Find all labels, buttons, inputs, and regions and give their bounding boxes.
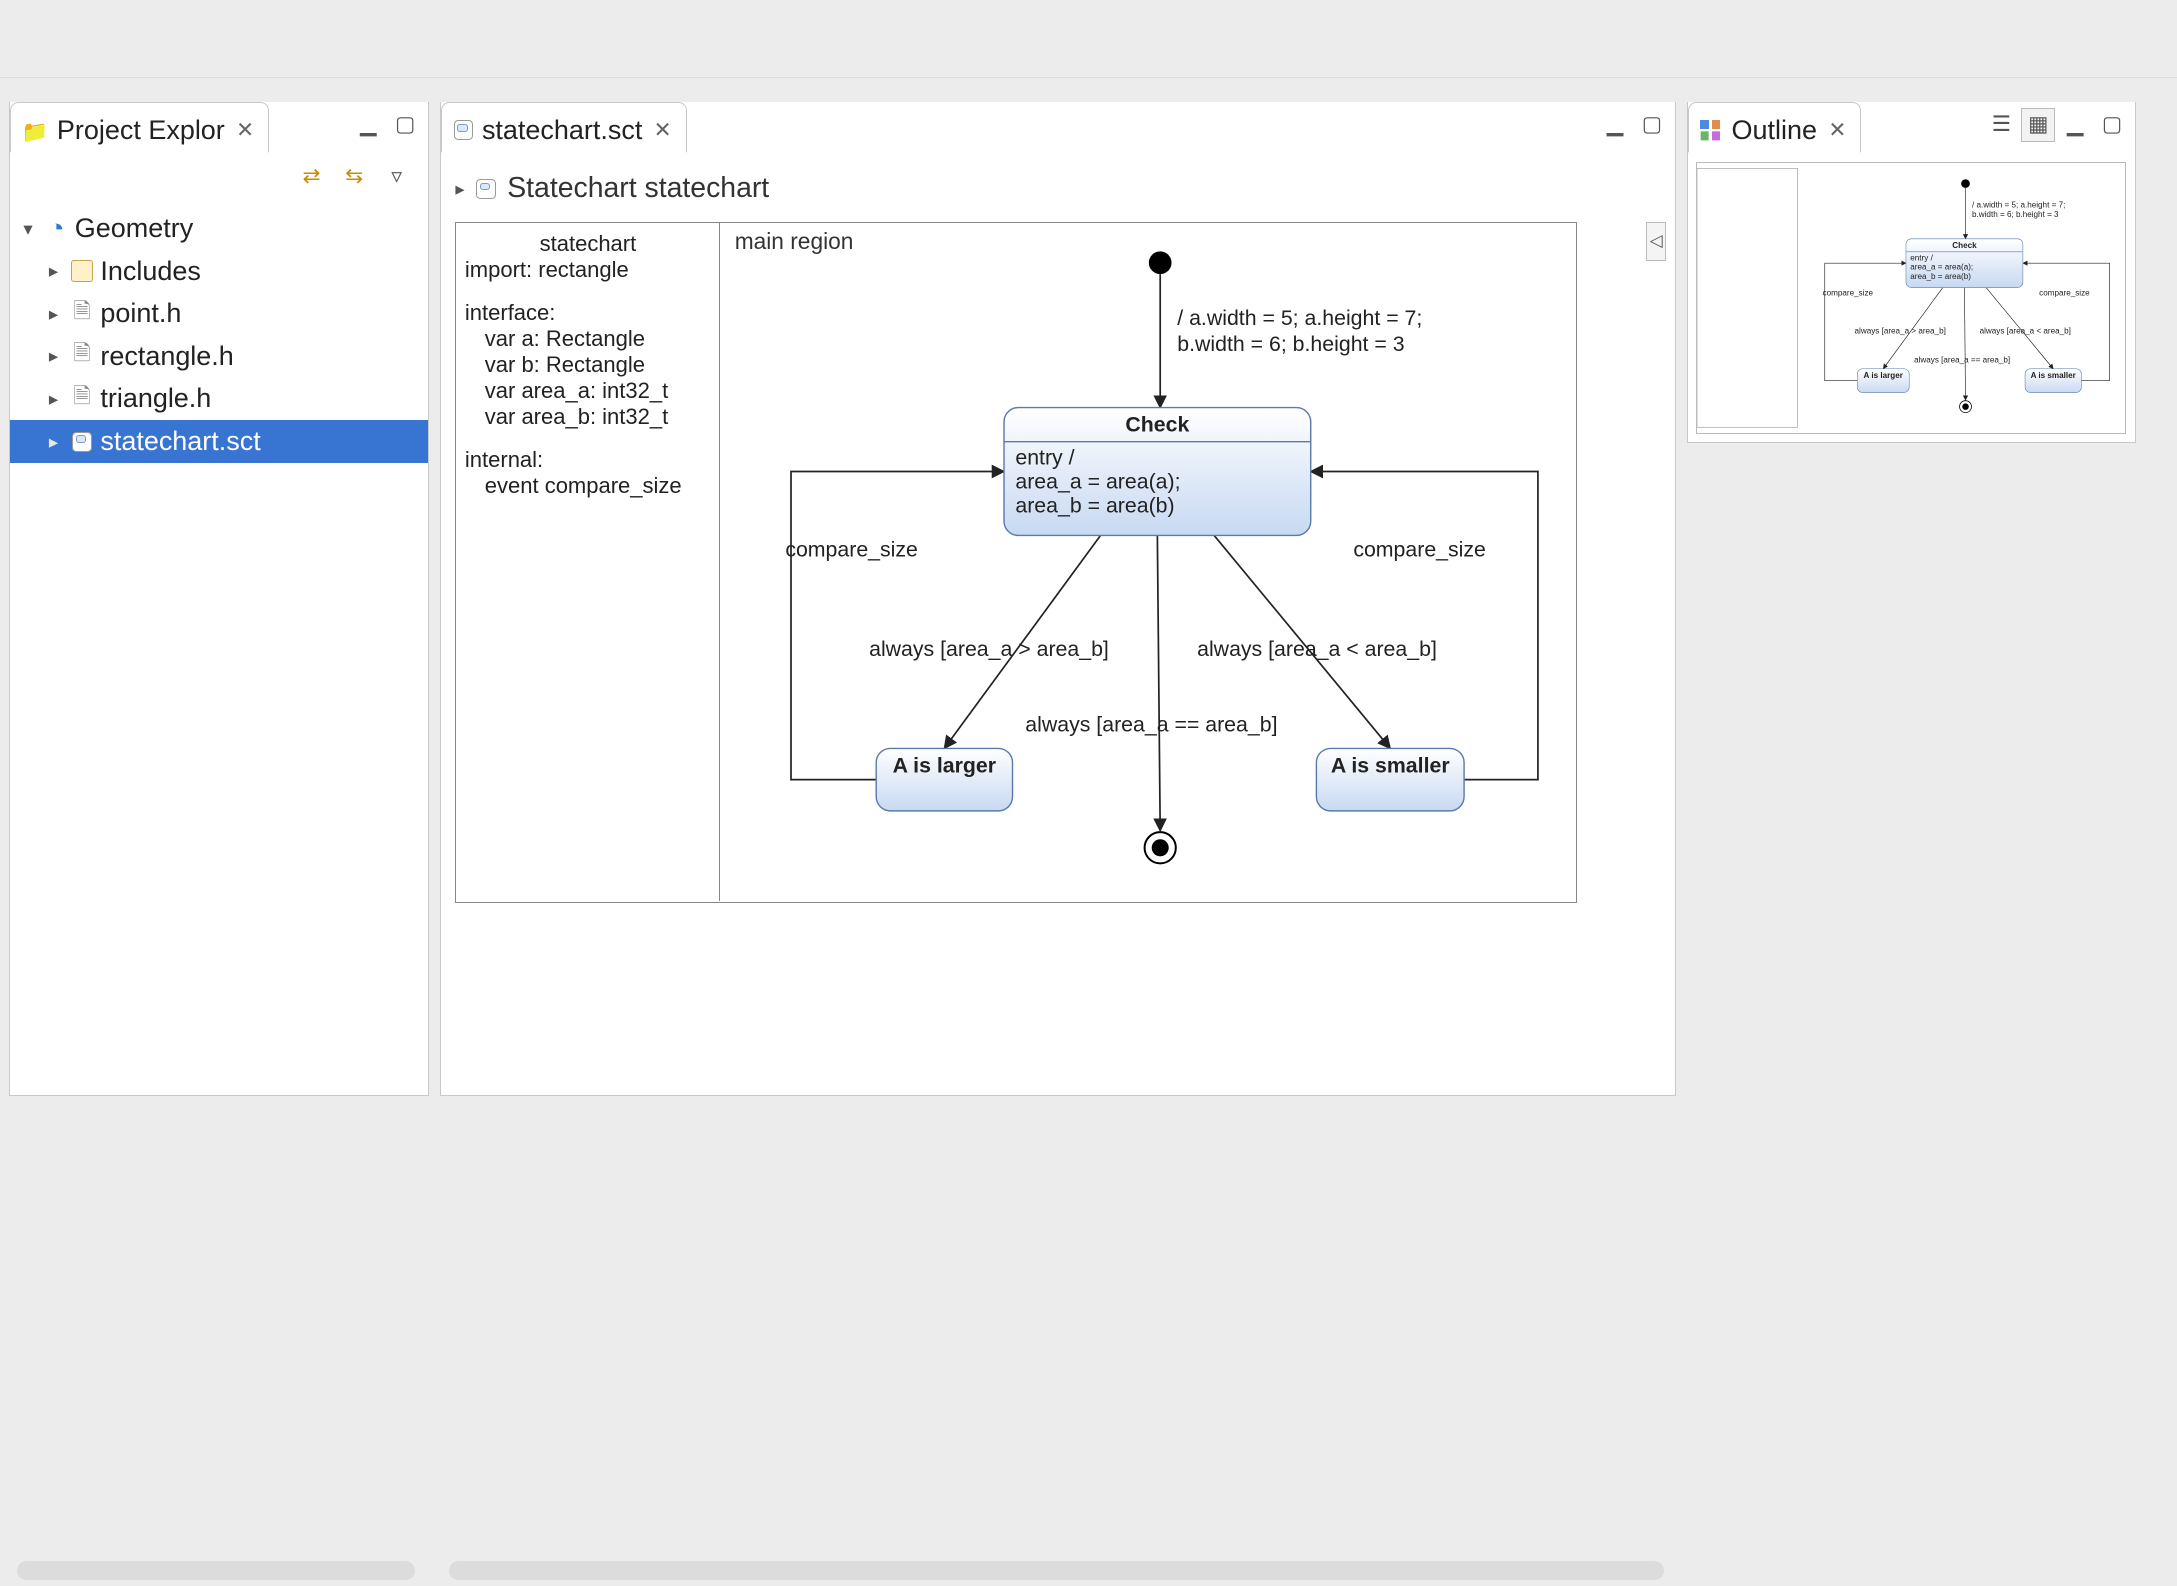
outline-tab-label: Outline <box>1732 115 1817 146</box>
hfile-icon <box>69 386 95 412</box>
definition-var: var a: Rectangle <box>485 326 711 352</box>
minimize-view-button[interactable]: ▁ <box>351 108 385 142</box>
outline-icon <box>1700 119 1723 142</box>
definitions-interface-header: interface: <box>465 300 711 326</box>
maximize-view-button[interactable]: ▢ <box>388 108 422 142</box>
svg-text:/ a.width = 5; a.height = 7;: / a.width = 5; a.height = 7; <box>1972 200 2065 209</box>
svg-text:compare_size: compare_size <box>786 537 919 561</box>
project-explorer-tab[interactable]: Project Explor ✕ <box>10 102 270 153</box>
svg-text:entry /: entry / <box>1911 253 1934 262</box>
tree-root-geometry[interactable]: ▾ ◔ Geometry <box>10 207 428 250</box>
definition-event: event compare_size <box>485 473 711 499</box>
collapse-all-button[interactable]: ⇄ <box>294 159 328 193</box>
scrollbar[interactable] <box>449 1561 1665 1581</box>
link-editor-button[interactable]: ⇆ <box>337 159 371 193</box>
tree-item-rectangle-h[interactable]: ▸rectangle.h <box>10 335 428 378</box>
view-menu-button[interactable]: ▿ <box>380 159 414 193</box>
tree-item-label: Includes <box>100 256 200 287</box>
svg-text:area_a = area(a);: area_a = area(a); <box>1016 469 1181 493</box>
outline-overview[interactable]: / a.width = 5; a.height = 7;b.width = 6;… <box>1696 162 2126 434</box>
svg-text:A is larger: A is larger <box>1864 371 1904 380</box>
tree-item-label: triangle.h <box>100 383 211 414</box>
svg-text:always [area_a > area_b]: always [area_a > area_b] <box>870 637 1110 661</box>
svg-text:/ a.width = 5; a.height = 7;: / a.width = 5; a.height = 7; <box>1178 306 1423 330</box>
svg-text:always [area_a < area_b]: always [area_a < area_b] <box>1980 326 2071 335</box>
palette-collapse-button[interactable]: ◁ <box>1646 222 1666 262</box>
close-icon[interactable]: ✕ <box>233 118 257 143</box>
statechart-editor-view: statechart.sct ✕ ▁ ▢ ▸ Statechart statec… <box>440 102 1675 1096</box>
outline-view: Outline ✕ ☰ ▦ ▁ ▢ / a.width = 5; a.heigh… <box>1687 102 2136 443</box>
includes-icon <box>69 258 95 284</box>
tree-item-point-h[interactable]: ▸point.h <box>10 293 428 336</box>
minimize-outline-button[interactable]: ▁ <box>2058 108 2092 142</box>
definition-var: var b: Rectangle <box>485 352 711 378</box>
project-tree[interactable]: ▾ ◔ Geometry ▸Includes▸point.h▸rectangle… <box>10 207 428 1095</box>
tree-item-statechart-sct[interactable]: ▸statechart.sct <box>10 420 428 463</box>
svg-text:always [area_a < area_b]: always [area_a < area_b] <box>1198 637 1438 661</box>
tree-item-label: statechart.sct <box>100 426 260 457</box>
close-icon[interactable]: ✕ <box>1826 118 1850 143</box>
svg-text:Check: Check <box>1953 241 1978 250</box>
svg-text:compare_size: compare_size <box>2040 289 2091 298</box>
svg-text:b.width = 6; b.height = 3: b.width = 6; b.height = 3 <box>1972 210 2059 219</box>
scrollbar[interactable] <box>17 1561 415 1581</box>
statechart-file-icon <box>454 120 474 140</box>
statechart-icon <box>69 429 95 455</box>
minimize-editor-button[interactable]: ▁ <box>1598 108 1632 142</box>
hfile-icon <box>69 344 95 370</box>
svg-text:always [area_a > area_b]: always [area_a > area_b] <box>1855 326 1946 335</box>
tree-root-label: Geometry <box>75 213 193 244</box>
project-icon: ◔ <box>44 216 70 242</box>
breadcrumb-label: Statechart statechart <box>507 172 769 205</box>
tree-item-label: rectangle.h <box>100 341 233 372</box>
statechart-canvas[interactable]: statechart import: rectangle interface: … <box>455 222 1577 904</box>
main-toolbar: Quick Access SC Modeling <box>0 0 2177 78</box>
svg-text:always [area_a == area_b]: always [area_a == area_b] <box>1915 355 2011 364</box>
statechart-icon <box>476 179 496 199</box>
hfile-icon <box>69 301 95 327</box>
project-explorer-view: Project Explor ✕ ▁ ▢ ⇄ ⇆ ▿ ▾ ◔ Geometry … <box>9 102 429 1096</box>
tree-item-label: point.h <box>100 298 181 329</box>
svg-text:A is smaller: A is smaller <box>2031 371 2077 380</box>
breadcrumb[interactable]: ▸ Statechart statechart <box>455 165 1660 213</box>
editor-tab[interactable]: statechart.sct ✕ <box>441 102 687 153</box>
tree-item-triangle-h[interactable]: ▸triangle.h <box>10 378 428 421</box>
maximize-outline-button[interactable]: ▢ <box>2095 108 2129 142</box>
maximize-editor-button[interactable]: ▢ <box>1635 108 1669 142</box>
editor-tab-label: statechart.sct <box>482 115 642 146</box>
svg-text:area_a = area(a);: area_a = area(a); <box>1911 263 1974 272</box>
definitions-title: statechart <box>465 231 711 257</box>
project-explorer-icon <box>22 115 49 146</box>
svg-text:compare_size: compare_size <box>1354 537 1487 561</box>
svg-text:compare_size: compare_size <box>1823 289 1874 298</box>
outline-mode-overview-button[interactable]: ▦ <box>2021 108 2055 142</box>
definitions-import: import: rectangle <box>465 257 711 283</box>
svg-text:b.width = 6; b.height = 3: b.width = 6; b.height = 3 <box>1178 331 1405 355</box>
definition-var: var area_b: int32_t <box>485 404 711 430</box>
project-explorer-tab-label: Project Explor <box>57 115 225 146</box>
definitions-panel[interactable]: statechart import: rectangle interface: … <box>456 223 720 902</box>
statechart-diagram[interactable]: / a.width = 5; a.height = 7;b.width = 6;… <box>720 223 1578 902</box>
definition-var: var area_a: int32_t <box>485 378 711 404</box>
svg-text:A is smaller: A is smaller <box>1331 753 1450 777</box>
outline-tab[interactable]: Outline ✕ <box>1688 102 1861 153</box>
outline-mode-tree-button[interactable]: ☰ <box>1984 108 2018 142</box>
svg-text:Check: Check <box>1126 412 1190 436</box>
svg-text:A is larger: A is larger <box>893 753 996 777</box>
close-icon[interactable]: ✕ <box>651 118 675 143</box>
svg-text:entry /: entry / <box>1016 445 1075 469</box>
svg-text:always [area_a == area_b]: always [area_a == area_b] <box>1026 712 1278 736</box>
definitions-internal-header: internal: <box>465 447 711 473</box>
svg-text:area_b = area(b): area_b = area(b) <box>1016 493 1175 517</box>
tree-item-includes[interactable]: ▸Includes <box>10 250 428 293</box>
svg-text:area_b = area(b): area_b = area(b) <box>1911 272 1972 281</box>
breadcrumb-expand-icon[interactable]: ▸ <box>455 178 464 200</box>
